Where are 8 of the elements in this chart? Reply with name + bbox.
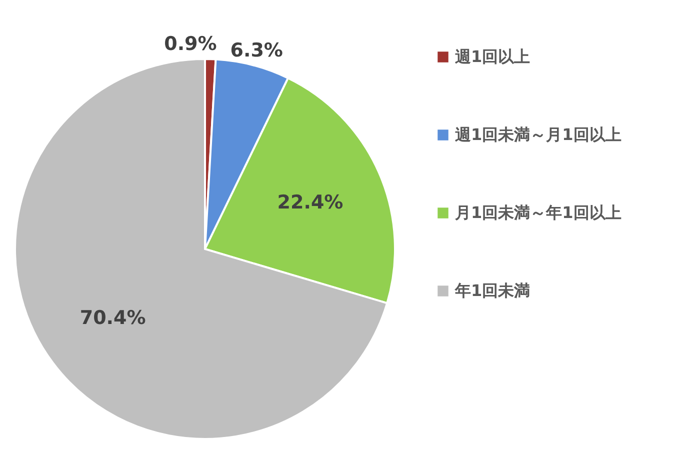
legend-label: 週1回未満～月1回以上	[454, 125, 622, 144]
legend-label: 年1回未満	[454, 281, 530, 300]
legend-label: 月1回未満～年1回以上	[454, 203, 622, 222]
data-label: 6.3%	[230, 40, 283, 62]
legend-label: 週1回以上	[454, 47, 530, 66]
data-label: 70.4%	[80, 306, 146, 329]
data-label: 0.9%	[164, 33, 217, 56]
data-label: 22.4%	[277, 192, 344, 214]
